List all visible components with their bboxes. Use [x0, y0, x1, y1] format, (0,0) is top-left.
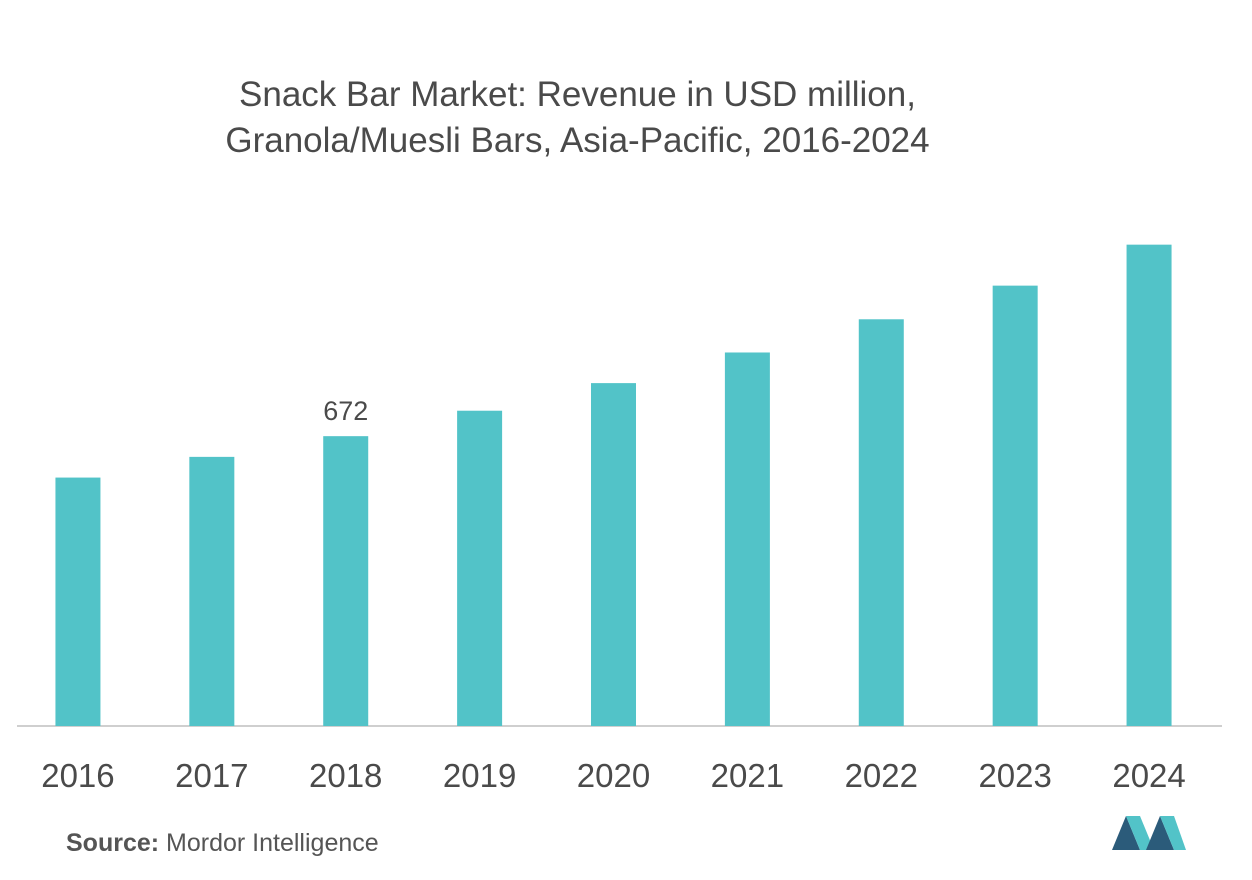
x-tick-label-2022: 2022 — [845, 757, 918, 794]
bar-2018 — [323, 436, 369, 726]
chart-title-line-1: Snack Bar Market: Revenue in USD million… — [239, 75, 916, 114]
x-tick-label-2019: 2019 — [443, 757, 516, 794]
chart-title-line-2: Granola/Muesli Bars, Asia-Pacific, 2016-… — [225, 121, 930, 160]
source-label: Source: — [66, 829, 160, 857]
bar-2024 — [1126, 244, 1172, 726]
x-tick-label-2017: 2017 — [175, 757, 248, 794]
bar-2019 — [457, 410, 503, 726]
bar-2016 — [55, 477, 101, 726]
mordor-intelligence-logo-icon — [1112, 816, 1186, 850]
source-note: Source: Mordor Intelligence — [66, 829, 379, 858]
x-tick-label-2023: 2023 — [978, 757, 1051, 794]
chart-title: Snack Bar Market: Revenue in USD million… — [0, 72, 1155, 164]
bar-2017 — [189, 456, 235, 726]
x-tick-label-2020: 2020 — [577, 757, 650, 794]
bar-2023 — [992, 285, 1038, 726]
x-tick-label-2021: 2021 — [711, 757, 784, 794]
bar-2020 — [591, 383, 636, 726]
bar-2022 — [858, 319, 904, 726]
x-tick-label-2018: 2018 — [309, 757, 382, 794]
source-value: Mordor Intelligence — [166, 829, 379, 857]
x-tick-label-2024: 2024 — [1112, 757, 1185, 794]
data-label-2018: 672 — [323, 396, 368, 426]
x-tick-label-2016: 2016 — [41, 757, 114, 794]
bar-2021 — [724, 352, 770, 726]
